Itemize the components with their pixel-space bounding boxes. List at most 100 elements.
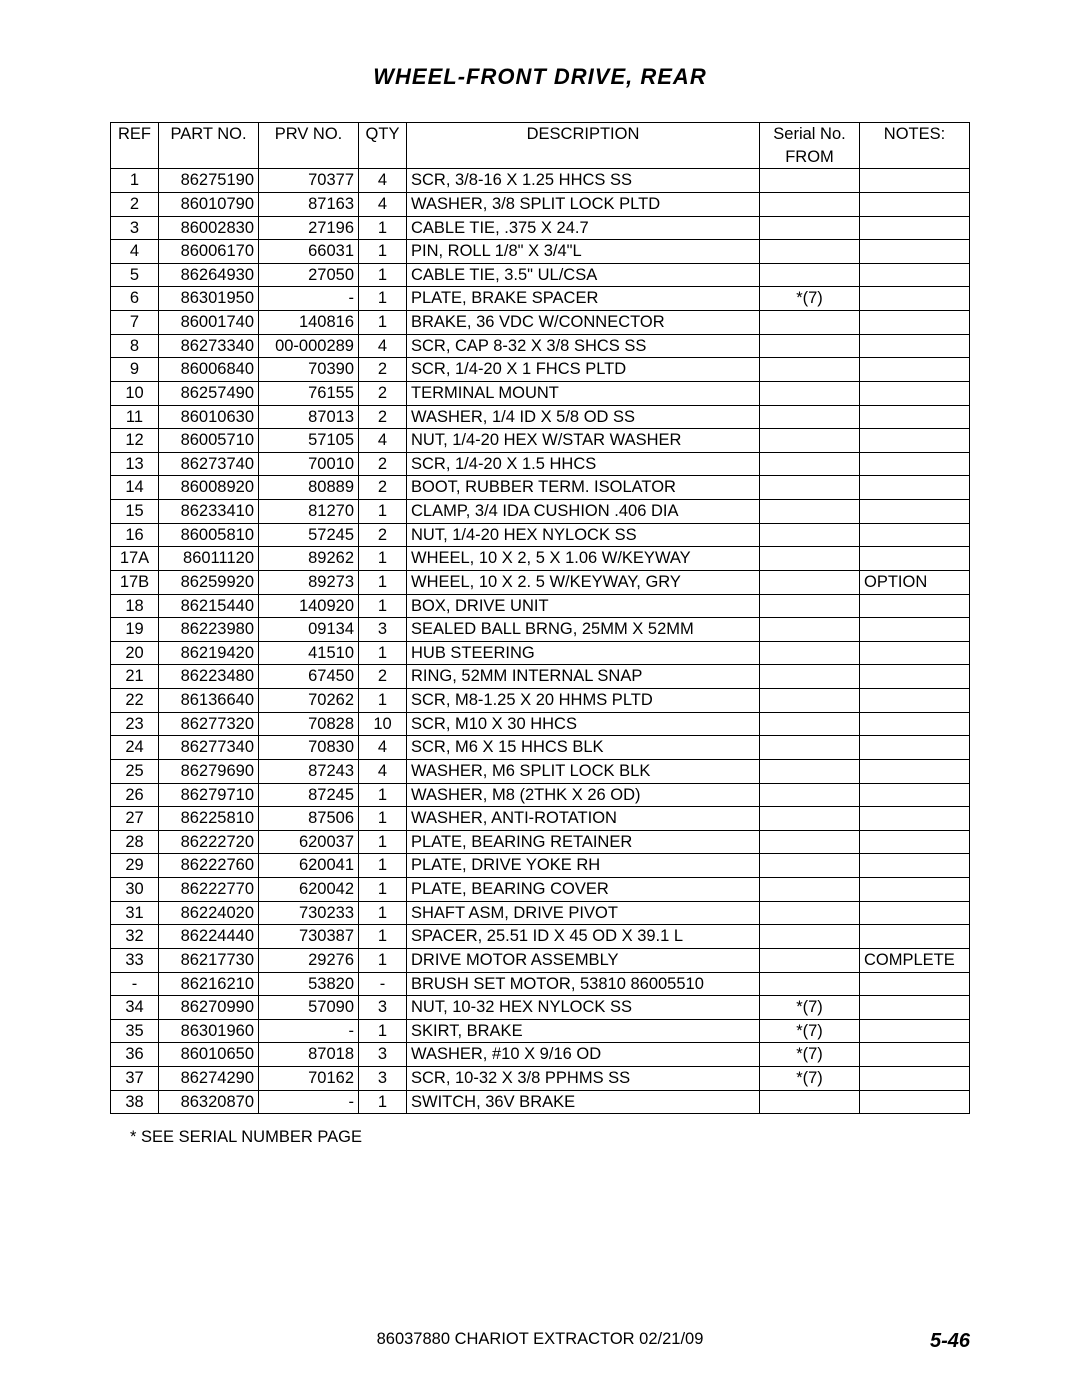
cell-notes: [860, 925, 970, 949]
cell-prv: 29276: [259, 948, 359, 972]
cell-part: 86222760: [159, 854, 259, 878]
header-row-1: REF PART NO. PRV NO. QTY DESCRIPTION Ser…: [111, 123, 970, 146]
cell-desc: SHAFT ASM, DRIVE PIVOT: [407, 901, 760, 925]
cell-prv: 70162: [259, 1067, 359, 1091]
cell-notes: [860, 334, 970, 358]
table-row: 3486270990570903NUT, 10-32 HEX NYLOCK SS…: [111, 996, 970, 1020]
cell-ref: 17A: [111, 547, 159, 571]
table-row: 1586233410812701CLAMP, 3/4 IDA CUSHION .…: [111, 500, 970, 524]
table-row: 88627334000-0002894SCR, CAP 8-32 X 3/8 S…: [111, 334, 970, 358]
cell-part: 86136640: [159, 689, 259, 713]
cell-part: 86008920: [159, 476, 259, 500]
cell-notes: OPTION: [860, 570, 970, 594]
cell-prv: -: [259, 1019, 359, 1043]
cell-ref: 4: [111, 240, 159, 264]
cell-qty: 3: [359, 1067, 407, 1091]
table-row: 23862773207082810SCR, M10 X 30 HHCS: [111, 712, 970, 736]
cell-notes: [860, 1067, 970, 1091]
table-row: 3586301960-1SKIRT, BRAKE*(7): [111, 1019, 970, 1043]
cell-qty: 1: [359, 594, 407, 618]
cell-notes: [860, 263, 970, 287]
cell-notes: [860, 381, 970, 405]
cell-desc: WHEEL, 10 X 2. 5 W/KEYWAY, GRY: [407, 570, 760, 594]
cell-from: [760, 169, 860, 193]
cell-prv: 80889: [259, 476, 359, 500]
cell-prv: 27196: [259, 216, 359, 240]
table-row: 3686010650870183WASHER, #10 X 9/16 OD*(7…: [111, 1043, 970, 1067]
cell-prv: 87243: [259, 759, 359, 783]
cell-ref: 24: [111, 736, 159, 760]
cell-desc: NUT, 1/4-20 HEX NYLOCK SS: [407, 523, 760, 547]
cell-part: 86273340: [159, 334, 259, 358]
cell-prv: 140920: [259, 594, 359, 618]
cell-ref: 35: [111, 1019, 159, 1043]
cell-ref: 27: [111, 807, 159, 831]
cell-ref: 16: [111, 523, 159, 547]
cell-desc: SWITCH, 36V BRAKE: [407, 1090, 760, 1114]
hdr-notes: NOTES:: [860, 123, 970, 169]
cell-desc: TERMINAL MOUNT: [407, 381, 760, 405]
cell-prv: -: [259, 1090, 359, 1114]
cell-prv: 81270: [259, 500, 359, 524]
cell-qty: 4: [359, 334, 407, 358]
cell-notes: [860, 169, 970, 193]
table-row: 2086219420415101HUB STEERING: [111, 641, 970, 665]
table-row: 29862227606200411PLATE, DRIVE YOKE RH: [111, 854, 970, 878]
cell-desc: SCR, 10-32 X 3/8 PPHMS SS: [407, 1067, 760, 1091]
cell-prv: 09134: [259, 618, 359, 642]
cell-ref: 20: [111, 641, 159, 665]
cell-from: [760, 263, 860, 287]
cell-part: 86222720: [159, 830, 259, 854]
cell-notes: [860, 358, 970, 382]
table-row: 17B86259920892731WHEEL, 10 X 2. 5 W/KEYW…: [111, 570, 970, 594]
table-row: 3786274290701623SCR, 10-32 X 3/8 PPHMS S…: [111, 1067, 970, 1091]
cell-part: 86275190: [159, 169, 259, 193]
cell-qty: 1: [359, 500, 407, 524]
table-row: 286010790871634WASHER, 3/8 SPLIT LOCK PL…: [111, 192, 970, 216]
cell-from: [760, 381, 860, 405]
cell-ref: 3: [111, 216, 159, 240]
cell-part: 86274290: [159, 1067, 259, 1091]
cell-qty: 3: [359, 1043, 407, 1067]
cell-notes: [860, 452, 970, 476]
cell-from: [760, 1090, 860, 1114]
cell-qty: 1: [359, 570, 407, 594]
cell-notes: [860, 311, 970, 335]
cell-from: [760, 783, 860, 807]
cell-qty: 1: [359, 287, 407, 311]
cell-ref: 25: [111, 759, 159, 783]
cell-part: 86010790: [159, 192, 259, 216]
cell-notes: [860, 689, 970, 713]
cell-from: [760, 476, 860, 500]
table-row: 7860017401408161BRAKE, 36 VDC W/CONNECTO…: [111, 311, 970, 335]
cell-prv: 70377: [259, 169, 359, 193]
table-row: 1486008920808892BOOT, RUBBER TERM. ISOLA…: [111, 476, 970, 500]
cell-desc: SPACER, 25.51 ID X 45 OD X 39.1 L: [407, 925, 760, 949]
cell-part: 86225810: [159, 807, 259, 831]
cell-prv: 57245: [259, 523, 359, 547]
cell-notes: [860, 476, 970, 500]
table-row: 17A86011120892621WHEEL, 10 X 2, 5 X 1.06…: [111, 547, 970, 571]
cell-ref: 30: [111, 878, 159, 902]
cell-desc: SCR, M6 X 15 HHCS BLK: [407, 736, 760, 760]
cell-from: [760, 901, 860, 925]
cell-part: 86215440: [159, 594, 259, 618]
table-row: 986006840703902SCR, 1/4-20 X 1 FHCS PLTD: [111, 358, 970, 382]
table-row: 2786225810875061WASHER, ANTI-ROTATION: [111, 807, 970, 831]
cell-qty: 2: [359, 358, 407, 382]
cell-part: 86257490: [159, 381, 259, 405]
cell-part: 86219420: [159, 641, 259, 665]
cell-ref: 17B: [111, 570, 159, 594]
cell-desc: SCR, M10 X 30 HHCS: [407, 712, 760, 736]
cell-ref: 19: [111, 618, 159, 642]
cell-part: 86233410: [159, 500, 259, 524]
cell-prv: 27050: [259, 263, 359, 287]
table-row: -8621621053820-BRUSH SET MOTOR, 53810 86…: [111, 972, 970, 996]
cell-ref: 32: [111, 925, 159, 949]
cell-ref: 13: [111, 452, 159, 476]
cell-prv: 140816: [259, 311, 359, 335]
cell-ref: -: [111, 972, 159, 996]
cell-prv: 70010: [259, 452, 359, 476]
cell-qty: 1: [359, 641, 407, 665]
table-row: 186275190703774SCR, 3/8-16 X 1.25 HHCS S…: [111, 169, 970, 193]
